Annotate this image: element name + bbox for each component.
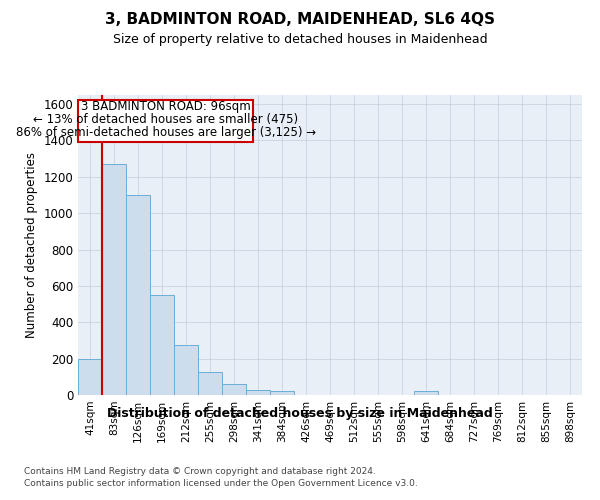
Text: Size of property relative to detached houses in Maidenhead: Size of property relative to detached ho… [113, 32, 487, 46]
Bar [78, 358, 102, 395]
Text: 86% of semi-detached houses are larger (3,125) →: 86% of semi-detached houses are larger (… [16, 126, 316, 138]
Text: Contains public sector information licensed under the Open Government Licence v3: Contains public sector information licen… [24, 479, 418, 488]
Text: ← 13% of detached houses are smaller (475): ← 13% of detached houses are smaller (47… [33, 113, 298, 126]
Bar [198, 372, 222, 395]
Text: 3, BADMINTON ROAD, MAIDENHEAD, SL6 4QS: 3, BADMINTON ROAD, MAIDENHEAD, SL6 4QS [105, 12, 495, 28]
Bar [126, 195, 150, 395]
FancyBboxPatch shape [79, 100, 253, 142]
Text: Distribution of detached houses by size in Maidenhead: Distribution of detached houses by size … [107, 408, 493, 420]
Text: 3 BADMINTON ROAD: 96sqm: 3 BADMINTON ROAD: 96sqm [81, 100, 251, 114]
Bar [222, 384, 246, 395]
Bar [150, 295, 174, 395]
Bar [270, 392, 294, 395]
Bar [102, 164, 126, 395]
Text: Contains HM Land Registry data © Crown copyright and database right 2024.: Contains HM Land Registry data © Crown c… [24, 468, 376, 476]
Bar [414, 392, 438, 395]
Bar [246, 390, 270, 395]
Y-axis label: Number of detached properties: Number of detached properties [25, 152, 38, 338]
Bar [174, 345, 198, 395]
